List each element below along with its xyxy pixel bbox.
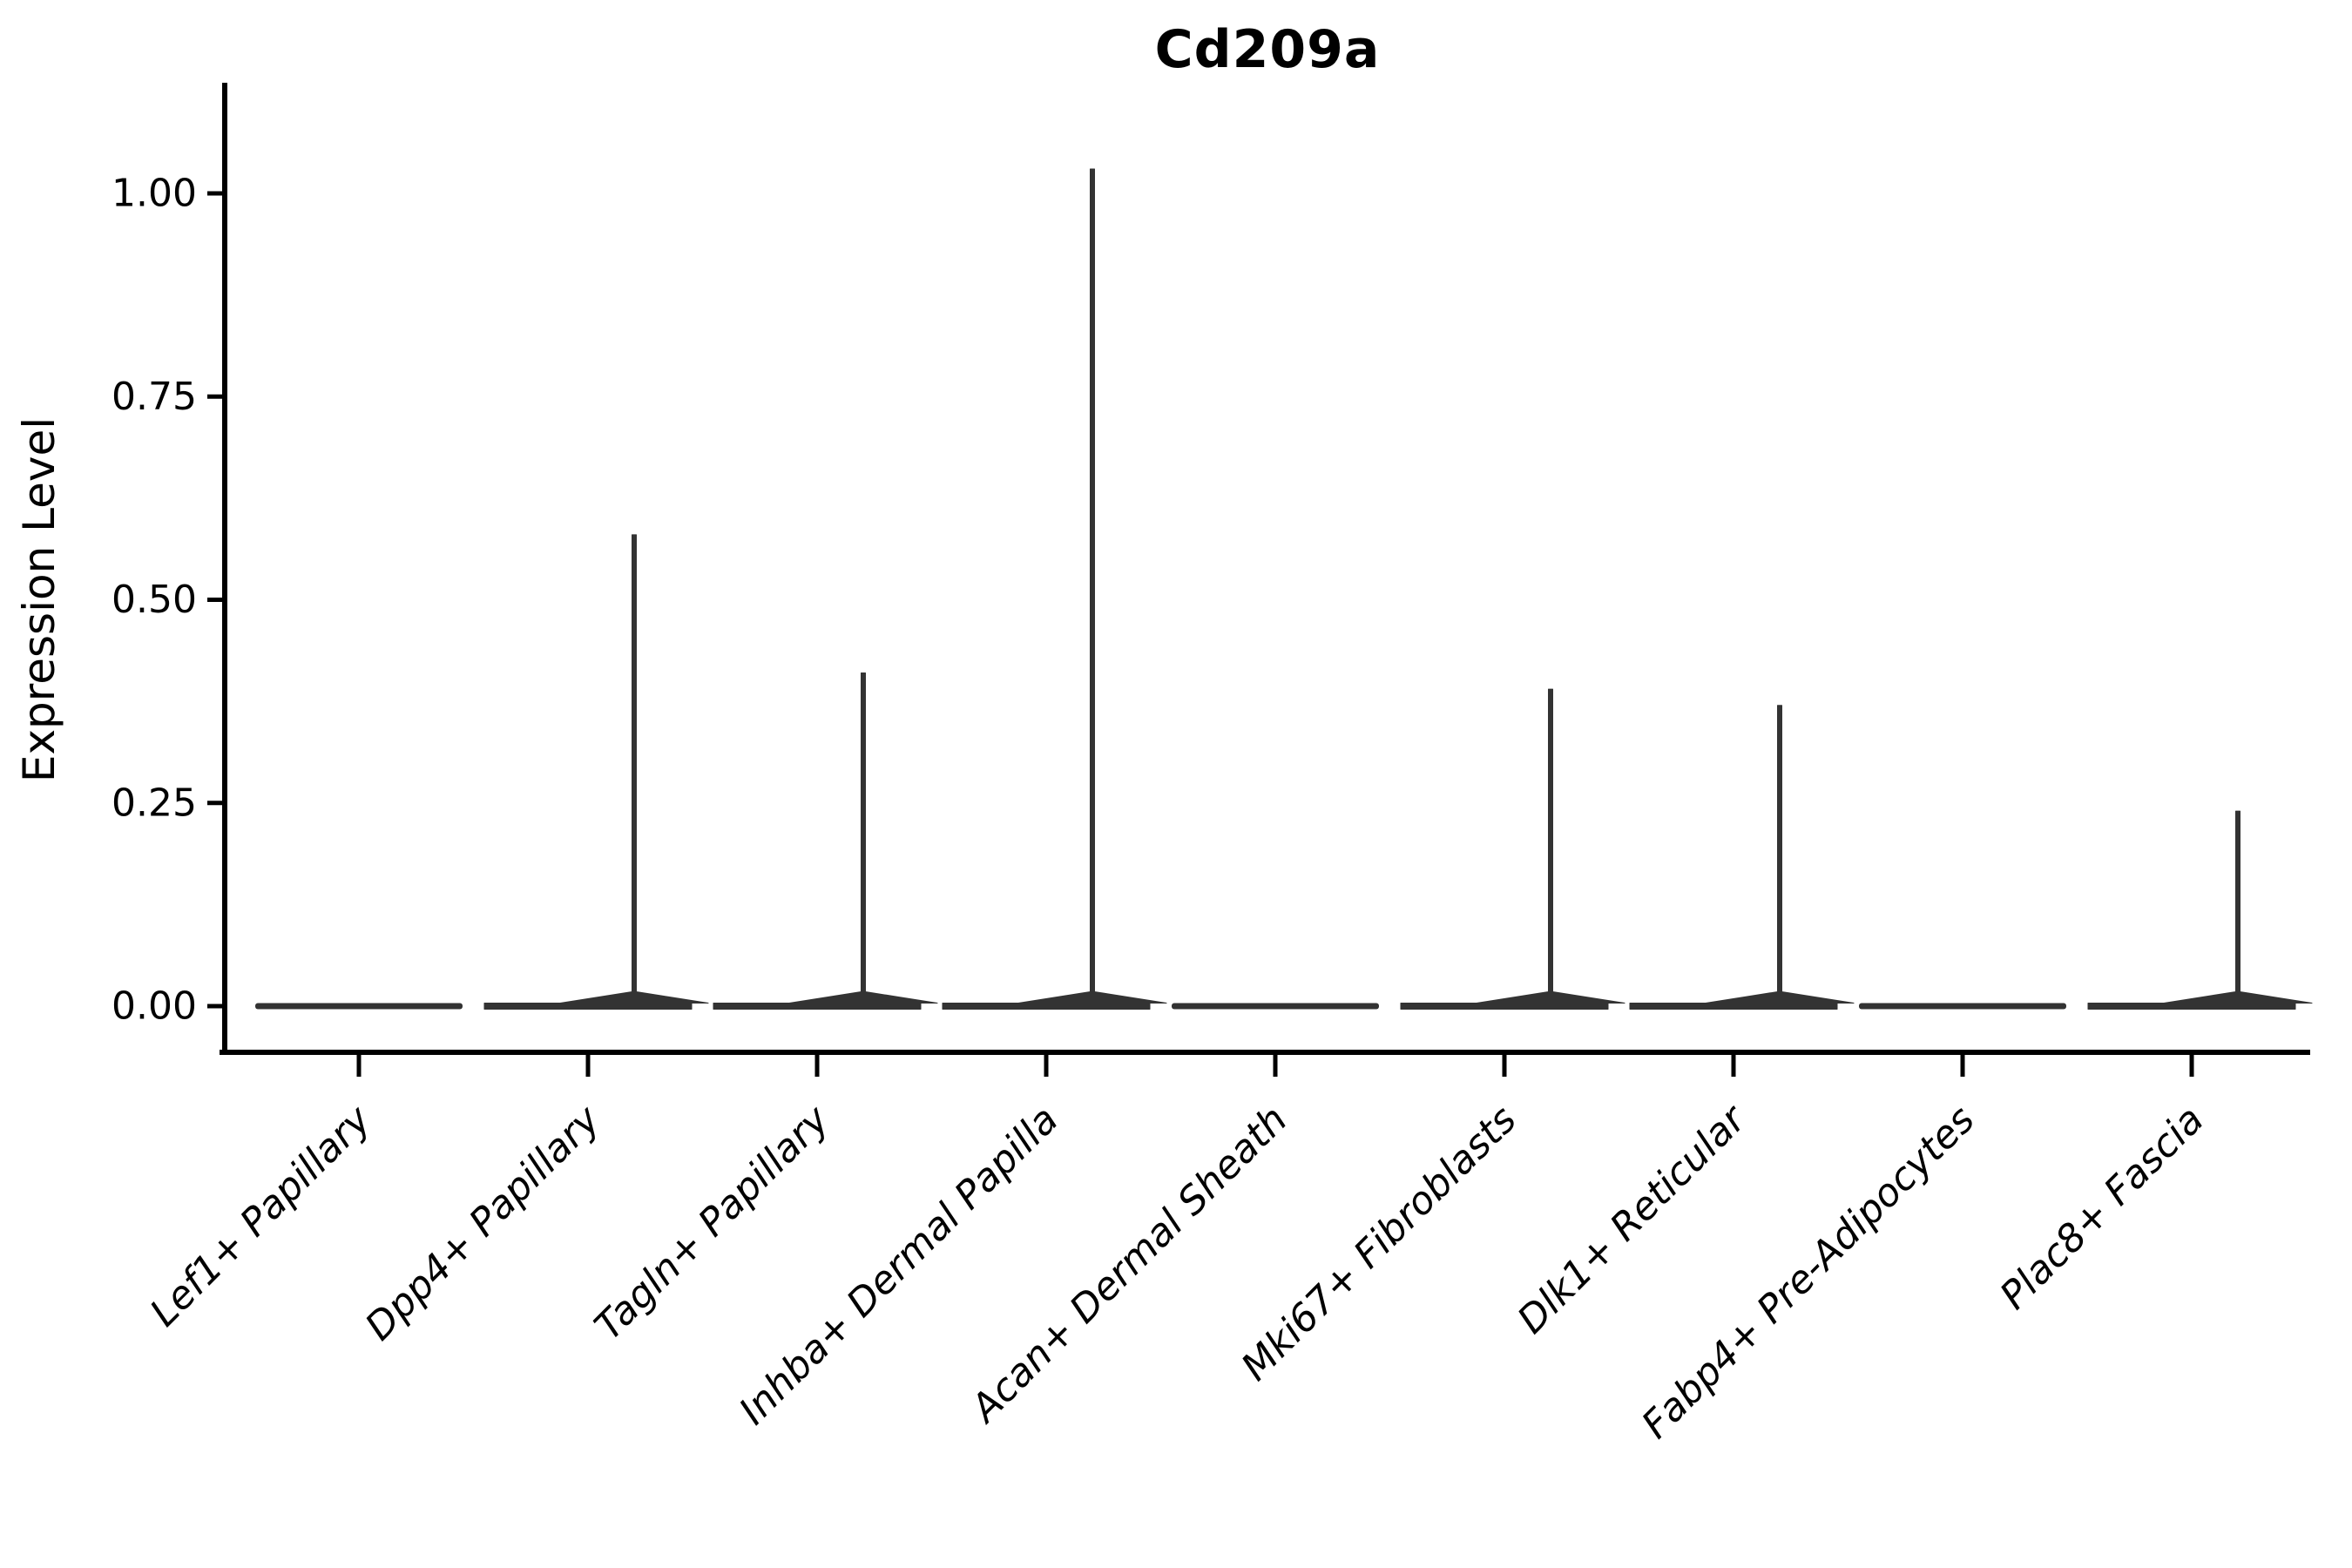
chart-title: Cd209a	[1154, 19, 1381, 80]
violin	[1172, 1003, 1379, 1010]
y-axis-ticks: 0.00 0.25 0.50 0.75 1.00	[112, 172, 225, 1029]
violin	[1629, 705, 1855, 1010]
y-tick-label: 0.00	[112, 984, 197, 1029]
y-tick-label: 0.50	[112, 578, 197, 622]
x-tick-label: Dlk1+ Reticular	[1509, 1096, 1755, 1342]
violin	[713, 672, 938, 1010]
violin	[483, 534, 709, 1010]
violins	[255, 168, 2313, 1010]
y-axis-title: Expression Level	[14, 417, 64, 782]
violin	[1400, 688, 1625, 1010]
y-tick-label: 0.25	[112, 781, 197, 825]
x-tick-label: Lef1+ Papillary	[142, 1097, 381, 1335]
y-tick-label: 1.00	[112, 172, 197, 216]
violin	[942, 168, 1167, 1010]
x-tick-label: Dpp4+ Papillary	[357, 1097, 610, 1349]
x-tick-label: Plac8+ Fascia	[1991, 1098, 2212, 1318]
y-tick-label: 0.75	[112, 375, 197, 419]
violin	[255, 1003, 463, 1010]
violin	[2087, 810, 2313, 1010]
violin	[1859, 1003, 2066, 1010]
axes	[220, 83, 2310, 1055]
x-tick-label: Tagln+ Papillary	[586, 1097, 838, 1348]
